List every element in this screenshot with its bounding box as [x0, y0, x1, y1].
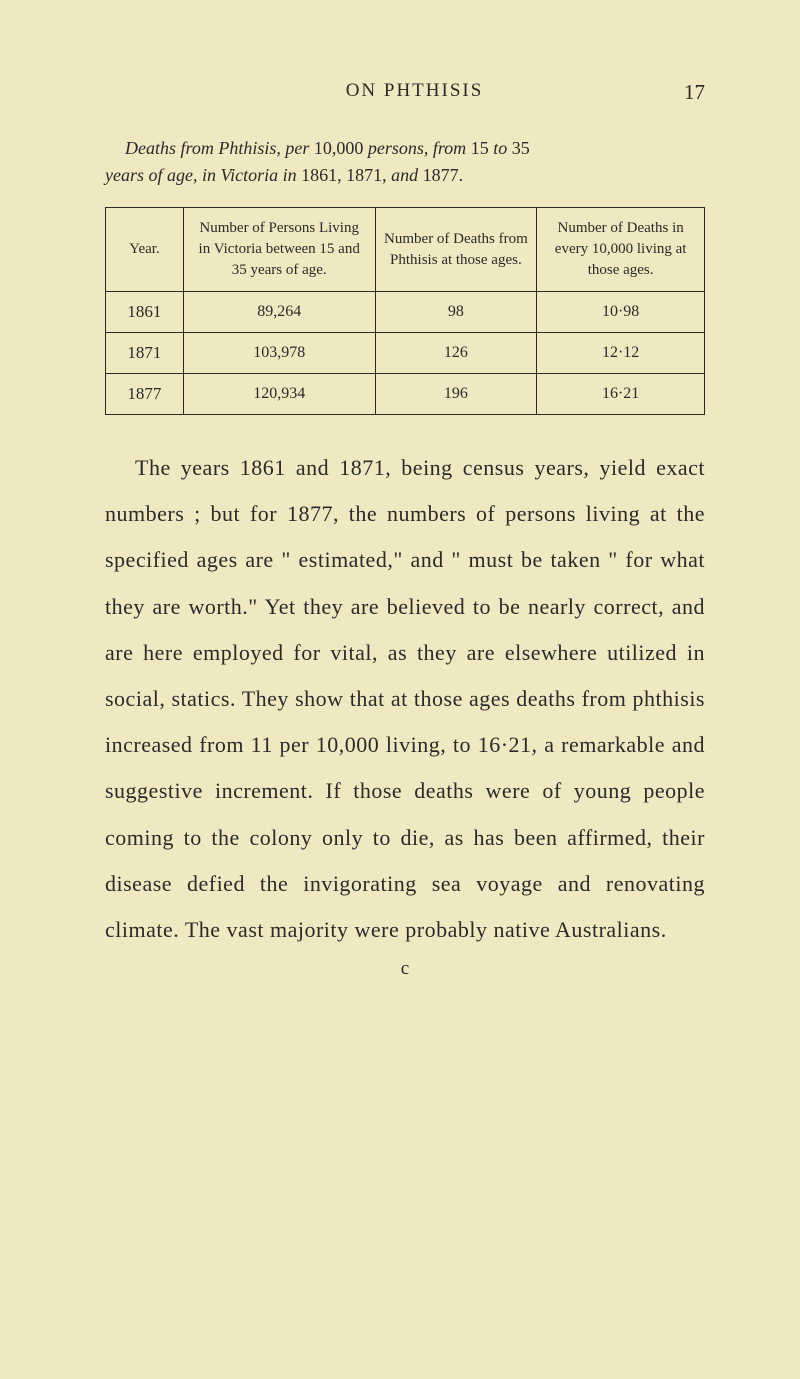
table-row: 186189,2649810·98	[106, 292, 705, 333]
col-header-deaths: Number of Deaths from Phthisis at those …	[375, 208, 537, 292]
table-caption: Deaths from Phthisis, per 10,000 persons…	[105, 135, 705, 189]
table-cell: 1877	[106, 374, 184, 415]
deaths-table: Year. Number of Persons Living in Victor…	[105, 207, 705, 415]
page-number: 17	[684, 80, 705, 105]
table-row: 1877120,93419616·21	[106, 374, 705, 415]
table-cell: 98	[375, 292, 537, 333]
col-header-persons: Number of Persons Living in Victoria bet…	[183, 208, 375, 292]
table-cell: 126	[375, 333, 537, 374]
table-cell: 1861	[106, 292, 184, 333]
body-paragraph: The years 1861 and 1871, being census ye…	[105, 445, 705, 953]
col-header-year: Year.	[106, 208, 184, 292]
table-cell: 89,264	[183, 292, 375, 333]
table-cell: 12·12	[537, 333, 705, 374]
page-header: ON PHTHISIS 17	[105, 80, 705, 105]
table-cell: 120,934	[183, 374, 375, 415]
table-cell: 10·98	[537, 292, 705, 333]
table-cell: 196	[375, 374, 537, 415]
body-text: The years 1861 and 1871, being census ye…	[105, 445, 705, 953]
table-cell: 16·21	[537, 374, 705, 415]
table-cell: 1871	[106, 333, 184, 374]
running-title: ON PHTHISIS	[145, 80, 684, 105]
table-cell: 103,978	[183, 333, 375, 374]
table-header-row: Year. Number of Persons Living in Victor…	[106, 208, 705, 292]
col-header-rate: Number of Deaths in every 10,000 living …	[537, 208, 705, 292]
signature-mark: c	[105, 958, 705, 980]
table-row: 1871103,97812612·12	[106, 333, 705, 374]
